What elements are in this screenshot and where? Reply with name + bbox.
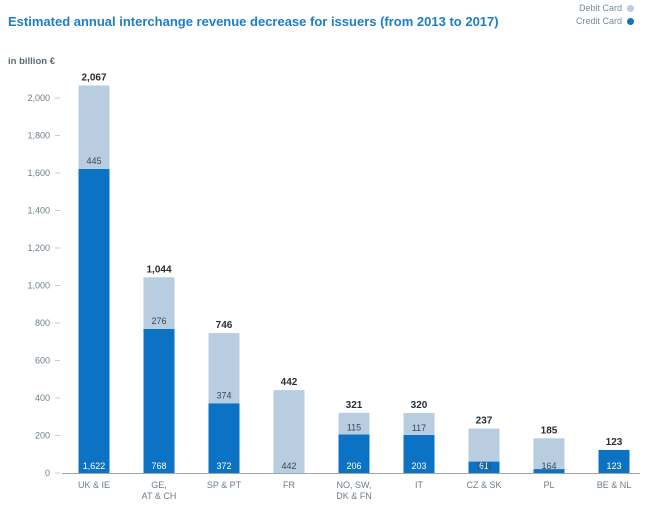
y-tick-label: 800 — [35, 318, 50, 328]
bar-value-label-credit: 123 — [606, 461, 621, 471]
bar-total-label: 2,067 — [81, 72, 106, 83]
bar-total-label: 442 — [281, 377, 298, 388]
bar-debit-card — [78, 85, 110, 169]
bar-total-label: 185 — [541, 425, 558, 436]
bar-value-label-credit: 1,622 — [83, 461, 106, 471]
y-tick-label: 200 — [35, 431, 50, 441]
legend-item-debit: Debit Card — [576, 2, 634, 15]
y-tick-label: 0 — [45, 468, 50, 478]
x-category-label: SP & PT — [207, 480, 242, 490]
legend-swatch-credit — [627, 18, 634, 25]
x-category-label: PL — [543, 480, 554, 490]
bar-debit-card — [338, 412, 370, 435]
legend-item-credit: Credit Card — [576, 15, 634, 28]
bar-value-label-credit: 768 — [151, 461, 166, 471]
bar-debit-card — [403, 413, 435, 435]
legend-label-credit: Credit Card — [575, 16, 622, 26]
bar-value-label-credit: 61 — [479, 461, 489, 471]
bar-value-label-debit: 164 — [541, 461, 556, 471]
bar-credit-card — [208, 403, 240, 473]
bar-value-label-debit: 442 — [281, 461, 296, 471]
x-category-label: AT & CH — [142, 491, 177, 501]
legend: Debit Card Credit Card — [576, 2, 634, 28]
bar-credit-card — [78, 168, 110, 473]
bar-debit-card — [468, 428, 500, 462]
chart-title: Estimated annual interchange revenue dec… — [8, 14, 499, 29]
x-category-label: DK & FN — [336, 491, 372, 501]
bar-credit-card — [598, 449, 630, 473]
bar-value-label-credit: 206 — [346, 461, 361, 471]
bar-value-label-debit: 445 — [86, 156, 101, 166]
bar-total-label: 321 — [346, 400, 363, 411]
bar-debit-card — [533, 438, 565, 470]
x-category-label: GE, — [151, 480, 167, 490]
bar-debit-card — [143, 277, 175, 329]
bar-total-label: 1,044 — [146, 264, 171, 275]
y-tick-label: 1,400 — [27, 206, 50, 216]
x-category-label: NO, SW, — [336, 480, 371, 490]
bar-credit-card — [143, 329, 175, 473]
bar-value-label-debit: 176 — [476, 461, 491, 471]
bar-credit-card — [403, 434, 435, 473]
bar-value-label-credit: 203 — [411, 461, 426, 471]
bar-total-label: 746 — [216, 320, 233, 331]
y-tick-label: 1,800 — [27, 131, 50, 141]
x-category-label: IT — [415, 480, 424, 490]
y-tick-label: 600 — [35, 356, 50, 366]
bar-debit-card — [208, 333, 240, 404]
y-tick-label: 1,000 — [27, 281, 50, 291]
x-category-label: UK & IE — [78, 480, 110, 490]
bar-value-label-debit: 115 — [347, 422, 361, 432]
x-category-label: CZ & SK — [466, 480, 501, 490]
y-tick-label: 1,600 — [27, 168, 50, 178]
bar-credit-card — [533, 469, 565, 473]
bar-debit-card — [273, 390, 305, 473]
bar-credit-card — [338, 434, 370, 473]
x-category-label: FR — [283, 480, 295, 490]
y-axis-unit-label: in billion € — [8, 56, 55, 67]
x-category-label: BE & NL — [597, 480, 632, 490]
bar-total-label: 237 — [476, 416, 493, 427]
bar-value-label-credit: 372 — [216, 461, 231, 471]
bar-value-label-debit: 276 — [151, 316, 166, 326]
bar-total-label: 320 — [411, 400, 428, 411]
bar-value-label-debit: 374 — [216, 390, 231, 400]
bar-value-label-debit: 117 — [412, 423, 426, 433]
y-tick-label: 400 — [35, 393, 50, 403]
bar-credit-card — [468, 461, 500, 473]
y-tick-label: 2,000 — [27, 93, 50, 103]
legend-swatch-debit — [627, 5, 634, 12]
legend-label-debit: Debit Card — [578, 3, 622, 13]
bar-total-label: 123 — [606, 437, 623, 448]
y-tick-label: 1,200 — [27, 243, 50, 253]
